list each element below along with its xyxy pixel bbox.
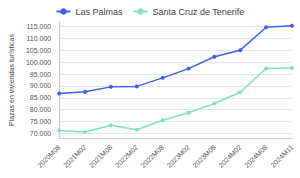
svg-text:100.000: 100.000 — [26, 59, 51, 66]
svg-text:85.000: 85.000 — [30, 94, 52, 101]
svg-text:90.000: 90.000 — [30, 82, 52, 89]
svg-text:2024M08: 2024M08 — [243, 143, 269, 169]
svg-text:2020M08: 2020M08 — [36, 143, 62, 169]
svg-text:105.000: 105.000 — [26, 47, 51, 54]
svg-text:110.000: 110.000 — [26, 35, 51, 42]
svg-text:2023M02: 2023M02 — [165, 143, 191, 169]
svg-text:Santa Cruz de Tenerife: Santa Cruz de Tenerife — [152, 7, 244, 17]
svg-text:2024M02: 2024M02 — [217, 143, 243, 169]
svg-text:2022M02: 2022M02 — [114, 143, 140, 169]
svg-text:95.000: 95.000 — [30, 71, 52, 78]
svg-text:2023M08: 2023M08 — [191, 143, 217, 169]
svg-text:2021M02: 2021M02 — [62, 143, 88, 169]
svg-text:70.000: 70.000 — [30, 130, 52, 137]
svg-text:75.000: 75.000 — [30, 118, 52, 125]
svg-text:Las Palmas: Las Palmas — [75, 7, 123, 17]
svg-text:Plazas en viviendas turísticas: Plazas en viviendas turísticas — [8, 34, 15, 126]
svg-text:2022M08: 2022M08 — [140, 143, 166, 169]
svg-text:2021M08: 2021M08 — [88, 143, 114, 169]
svg-text:115.000: 115.000 — [26, 23, 51, 30]
svg-text:2024M11: 2024M11 — [269, 143, 294, 168]
svg-text:80.000: 80.000 — [30, 106, 52, 113]
